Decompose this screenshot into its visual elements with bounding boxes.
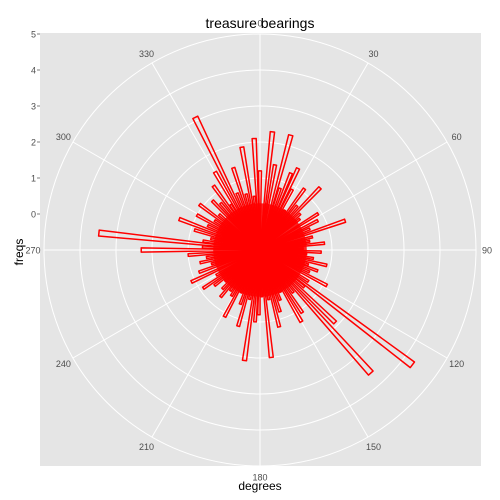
theta-tick-30: 30 (368, 49, 378, 59)
r-tick-2: 2 (31, 138, 36, 148)
bar-69 (97, 229, 261, 251)
bar-43 (259, 249, 275, 359)
theta-tick-240: 240 (56, 359, 71, 369)
theta-tick-180: 180 (252, 473, 267, 483)
chart-title: treasure bearings (206, 15, 315, 31)
polar-grid (43, 33, 477, 467)
theta-tick-90: 90 (482, 246, 492, 256)
theta-tick-150: 150 (366, 442, 381, 452)
theta-tick-270: 270 (25, 246, 40, 256)
theta-tick-300: 300 (56, 132, 71, 142)
bar-88 (239, 146, 261, 251)
bar-84 (192, 115, 261, 251)
bar-3 (259, 133, 294, 251)
theta-tick-0: 0 (257, 19, 262, 29)
y-axis-title: freqs (12, 239, 26, 266)
r-tick-labels: 0 1 2 3 4 5 (31, 30, 40, 220)
bar-47 (241, 249, 261, 362)
bar-1 (259, 130, 276, 251)
theta-tick-60: 60 (452, 132, 462, 142)
bar-31 (259, 249, 416, 369)
theta-tick-330: 330 (139, 49, 154, 59)
r-tick-5: 5 (31, 30, 36, 40)
theta-tick-210: 210 (139, 442, 154, 452)
bar-90 (251, 137, 261, 251)
r-tick-4: 4 (31, 66, 36, 76)
bar-34 (259, 249, 374, 376)
bar-series (97, 115, 416, 376)
r-tick-3: 3 (31, 102, 36, 112)
theta-tick-120: 120 (449, 359, 464, 369)
bar-core (213, 203, 307, 297)
bar-67 (140, 247, 261, 253)
r-tick-0: 0 (31, 210, 36, 220)
r-tick-1: 1 (31, 174, 36, 184)
bar-33 (259, 249, 338, 325)
x-axis-title: degrees (238, 479, 281, 493)
